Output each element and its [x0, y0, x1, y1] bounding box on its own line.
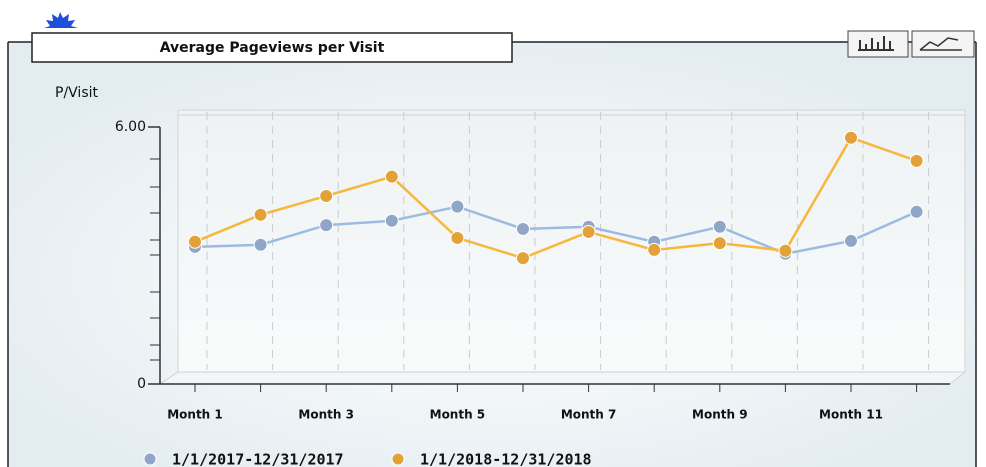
data-point [450, 230, 465, 245]
series-line [194, 205, 918, 256]
legend-marker [143, 452, 157, 466]
data-point [253, 237, 268, 252]
line-chart-button[interactable] [911, 30, 975, 58]
data-point [516, 221, 530, 236]
legend-marker [391, 452, 405, 466]
x-tick-label: Month 3 [298, 408, 354, 422]
legend-label: 1/1/2018-12/31/2018 [420, 451, 592, 467]
data-point [384, 213, 399, 228]
bar-icon [858, 36, 894, 51]
x-tick-label: Month 1 [167, 408, 223, 422]
data-point [909, 153, 924, 168]
data-point [647, 242, 662, 257]
x-tick-label: Month 11 [819, 408, 883, 422]
data-point [450, 199, 465, 214]
data-point [188, 234, 202, 249]
x-tick-label: Month 7 [561, 408, 617, 422]
data-point [844, 233, 858, 248]
data-point [712, 219, 727, 234]
data-point [581, 224, 596, 239]
legend-label: 1/1/2017-12/31/2017 [172, 451, 344, 467]
data-point [712, 236, 727, 251]
x-tick-label: Month 5 [430, 408, 486, 422]
plot-floor [158, 371, 967, 385]
data-point [319, 218, 334, 233]
data-point [516, 251, 530, 266]
data-point [909, 204, 924, 219]
data-point [778, 243, 793, 258]
y-tick-label: 0 [137, 376, 146, 392]
minor-ticks [150, 158, 160, 361]
logo-burst [44, 12, 78, 28]
y-tick-label: 6.00 [115, 119, 146, 135]
y-axis-title: P/Visit [55, 85, 99, 101]
data-point [253, 207, 268, 222]
data-point [384, 169, 399, 184]
title-box [31, 32, 513, 63]
chart-title: Average Pageviews per Visit [160, 40, 385, 56]
data-point [844, 130, 858, 145]
series-line [194, 136, 918, 260]
x-tick-label: Month 9 [692, 408, 748, 422]
data-point [319, 188, 334, 203]
line-icon [919, 37, 962, 51]
chart-type-buttons [847, 30, 975, 58]
